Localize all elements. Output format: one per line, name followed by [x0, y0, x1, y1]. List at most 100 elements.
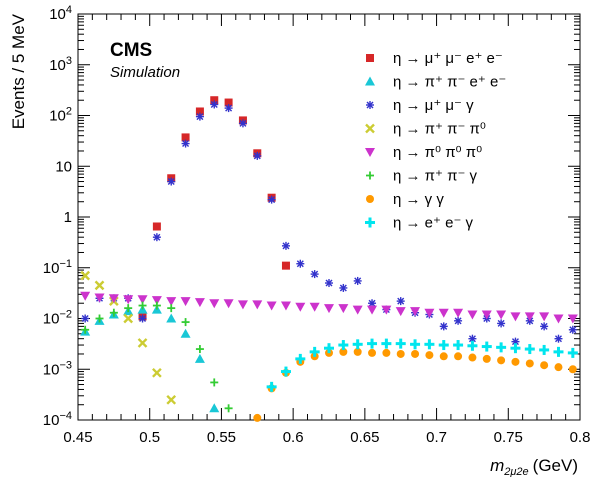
x-axis-title: m2μ2e (GeV)	[490, 456, 578, 477]
legend-marker	[366, 54, 374, 62]
data-point-series-2	[296, 259, 305, 268]
x-axis-title-sub: 2μ2e	[503, 466, 528, 477]
data-point-series-6	[353, 347, 362, 356]
data-point-series-4	[237, 300, 248, 310]
x-axis-title-main: m	[490, 456, 504, 475]
legend-label: η → π⁺ π⁻ π⁰	[393, 121, 486, 138]
data-point-series-7	[438, 340, 449, 351]
data-point-series-1	[194, 353, 205, 363]
data-point-series-5	[167, 304, 176, 313]
data-point-series-2	[253, 151, 262, 160]
data-point-series-4	[338, 304, 349, 314]
data-point-series-4	[108, 294, 119, 304]
data-point-series-2	[339, 283, 348, 292]
data-point-series-2	[439, 322, 448, 331]
y-axis-title: Events / 5 MeV	[9, 13, 28, 129]
data-point-series-7	[352, 339, 363, 350]
data-point-series-2	[152, 233, 161, 242]
data-point-series-2	[138, 314, 147, 323]
x-tick-label: 0.5	[139, 429, 160, 446]
data-point-series-0	[224, 98, 233, 107]
data-point-series-4	[481, 310, 492, 320]
legend-label: η → π⁺ π⁻ e⁺ e⁻	[393, 74, 506, 91]
data-point-series-2	[325, 279, 333, 288]
data-point-series-7	[453, 340, 464, 351]
y-tick-label: 10−1	[43, 258, 72, 277]
data-point-series-4	[194, 298, 205, 308]
data-point-series-5	[124, 304, 133, 313]
data-point-series-7	[280, 366, 291, 377]
data-point-series-4	[309, 302, 320, 312]
data-point-series-7	[324, 343, 334, 354]
data-point-series-4	[381, 305, 392, 315]
data-point-series-7	[395, 338, 406, 349]
data-point-series-2	[281, 241, 290, 250]
data-point-series-4	[324, 304, 334, 314]
data-point-series-7	[381, 338, 392, 349]
x-tick-label: 0.8	[570, 429, 591, 446]
data-point-series-4	[280, 301, 291, 311]
data-point-series-2	[238, 119, 247, 128]
data-point-series-5	[109, 308, 118, 317]
data-point-series-4	[223, 299, 234, 309]
data-point-series-4	[553, 314, 564, 324]
data-point-series-7	[481, 341, 492, 352]
data-point-series-5	[138, 301, 147, 310]
legend-marker	[366, 195, 374, 203]
data-point-series-4	[252, 300, 263, 310]
data-point-series-4	[510, 312, 521, 322]
data-point-series-4	[367, 305, 378, 315]
data-point-series-7	[567, 347, 578, 358]
data-point-series-2	[267, 195, 276, 204]
data-point-series-2	[210, 100, 219, 109]
data-point-series-4	[151, 296, 162, 306]
data-point-series-6	[425, 351, 434, 360]
data-point-series-2	[454, 316, 463, 325]
data-point-series-5	[224, 404, 233, 413]
x-tick-label: 0.6	[283, 429, 304, 446]
data-point-series-7	[510, 343, 521, 354]
data-point-series-3	[166, 394, 177, 405]
data-point-series-2	[310, 270, 319, 279]
data-point-series-0	[281, 261, 290, 270]
x-tick-label: 0.45	[63, 429, 92, 446]
data-point-series-6	[468, 353, 477, 362]
x-tick-label: 0.7	[426, 429, 447, 446]
data-point-series-4	[453, 308, 464, 318]
x-tick-label: 0.55	[207, 429, 236, 446]
data-point-series-4	[496, 310, 507, 320]
data-point-series-4	[123, 295, 134, 305]
data-point-series-4	[524, 312, 535, 322]
data-point-series-5	[195, 345, 204, 354]
data-point-series-6	[253, 413, 262, 422]
data-point-series-4	[266, 301, 277, 311]
data-point-series-1	[166, 313, 177, 323]
data-point-series-7	[367, 338, 378, 349]
legend-marker	[365, 76, 375, 86]
data-point-series-4	[80, 291, 91, 301]
legend-label: η → π⁰ π⁰ π⁰	[393, 144, 482, 161]
axis-ticks	[77, 13, 581, 421]
data-point-series-7	[539, 344, 550, 355]
data-point-series-0	[181, 133, 190, 142]
data-point-series-2	[181, 139, 190, 148]
data-point-series-2	[353, 276, 362, 285]
data-point-series-7	[424, 339, 435, 350]
data-point-series-4	[424, 308, 435, 318]
x-axis-title-unit: (GeV)	[533, 456, 578, 475]
data-point-series-6	[382, 348, 391, 357]
data-point-series-6	[568, 365, 577, 374]
data-point-series-0	[195, 107, 204, 116]
y-tick-label: 1	[64, 209, 72, 226]
x-tick-label: 0.65	[350, 429, 379, 446]
axis-tick-labels: 0.45 0.5 0.55 0.6 0.65 0.7 0.75 0.8 10−4 10−3 10−2…	[43, 4, 591, 446]
legend-marker	[366, 101, 374, 109]
data-point-series-7	[410, 339, 421, 350]
data-point-series-4	[467, 310, 478, 320]
data-point-series-4	[94, 293, 105, 303]
data-point-series-4	[137, 295, 148, 305]
data-point-series-6	[554, 363, 563, 372]
data-point-series-6	[482, 354, 491, 363]
data-point-series-3	[152, 367, 162, 378]
